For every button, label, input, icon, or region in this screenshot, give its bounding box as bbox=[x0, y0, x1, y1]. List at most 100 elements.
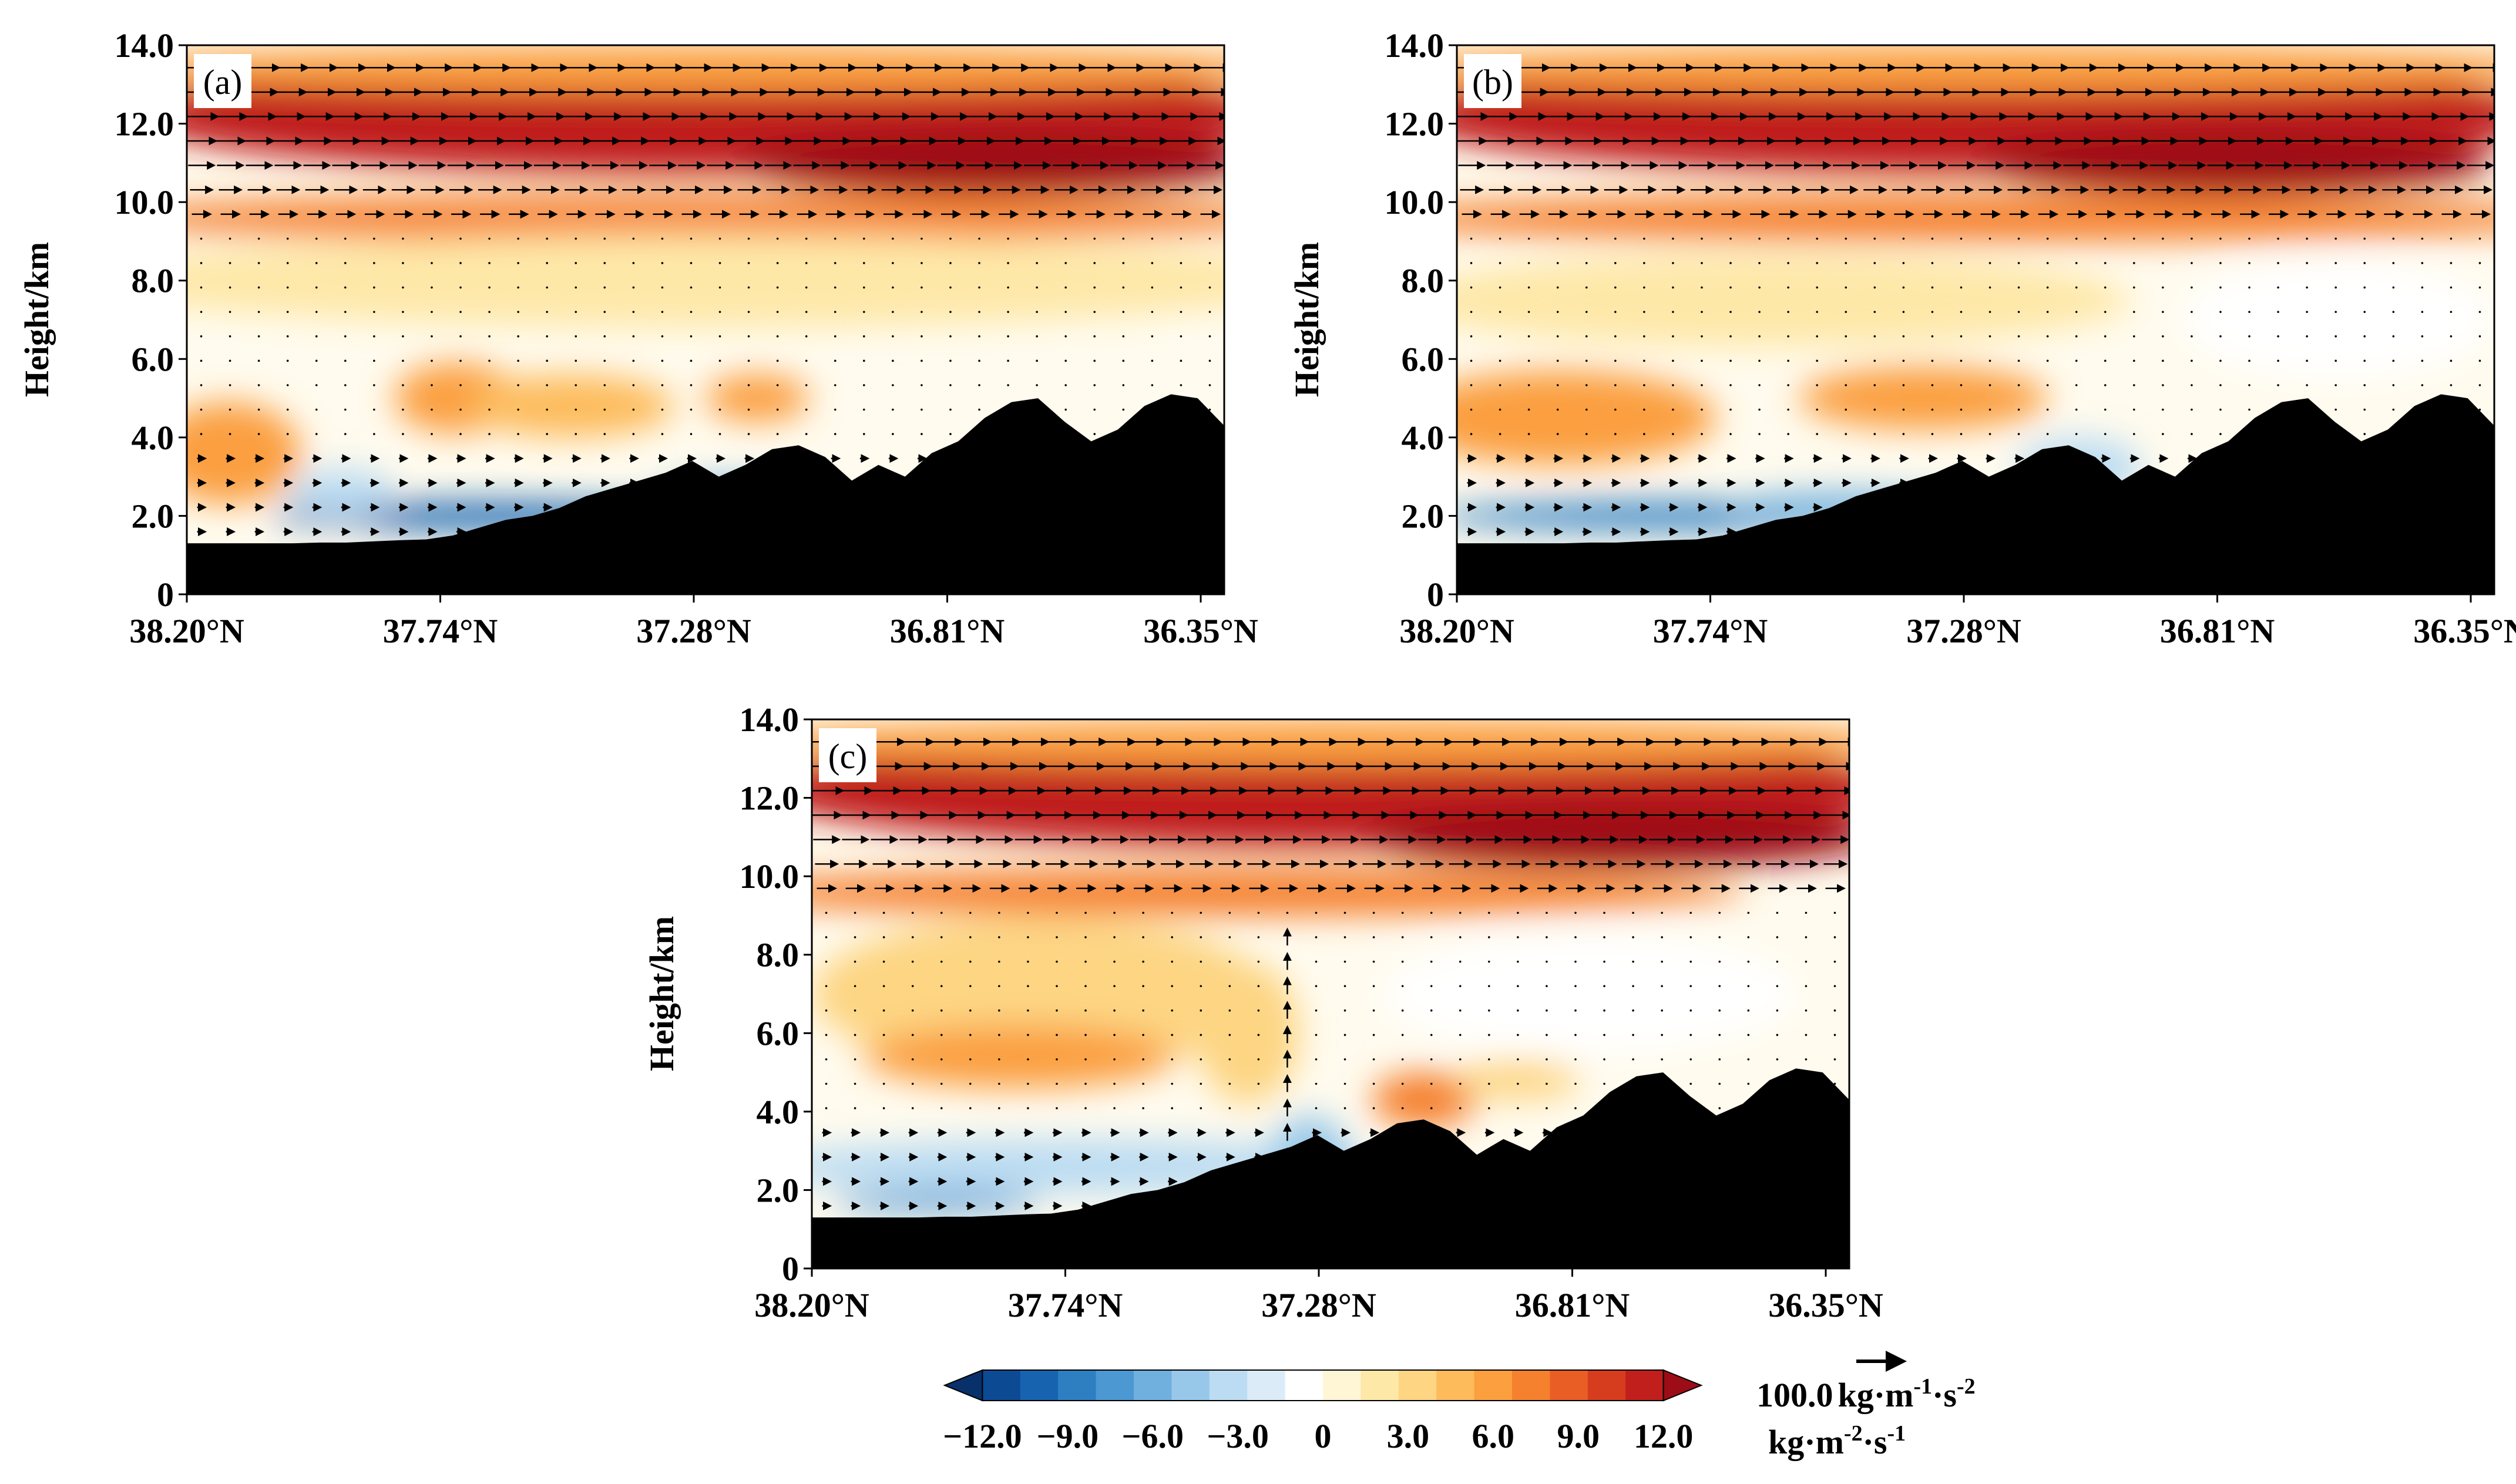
wind-vector bbox=[603, 311, 606, 313]
wind-vector bbox=[1151, 335, 1154, 338]
wind-vector bbox=[1064, 384, 1067, 386]
wind-vector bbox=[1614, 359, 1617, 362]
wind-vector bbox=[2017, 384, 2020, 386]
wind-vector bbox=[863, 335, 865, 338]
wind-vector bbox=[286, 384, 289, 386]
wind-vector bbox=[1758, 433, 1761, 435]
wind-vector bbox=[1064, 311, 1067, 313]
wind-vector bbox=[431, 384, 433, 386]
wind-vector bbox=[911, 985, 914, 987]
wind-vector bbox=[2277, 359, 2279, 362]
field-blob bbox=[812, 868, 1746, 916]
wind-vector bbox=[373, 311, 375, 313]
wind-vector bbox=[1171, 1107, 1173, 1109]
wind-vector bbox=[1585, 335, 1588, 338]
wind-vector bbox=[1603, 1082, 1605, 1085]
terrain bbox=[812, 1068, 1849, 1268]
wind-vector bbox=[1372, 1082, 1375, 1085]
wind-vector bbox=[1672, 262, 1674, 264]
wind-vector bbox=[257, 311, 260, 313]
wind-vector bbox=[949, 359, 952, 362]
y-tick-label: 10.0 bbox=[740, 857, 800, 896]
wind-vector bbox=[632, 408, 635, 411]
wind-vector bbox=[1093, 286, 1096, 289]
wind-vector bbox=[969, 985, 972, 987]
wind-vector bbox=[921, 237, 923, 240]
wind-vector bbox=[488, 384, 491, 386]
wind-vector bbox=[1701, 262, 1703, 264]
wind-vector bbox=[2248, 237, 2250, 240]
wind-vector bbox=[805, 433, 808, 435]
wind-vector bbox=[969, 911, 972, 914]
wind-vector bbox=[1988, 433, 1991, 435]
wind-vector bbox=[1122, 384, 1125, 386]
wind-vector bbox=[1689, 911, 1692, 914]
wind-vector bbox=[1787, 262, 1789, 264]
wind-vector bbox=[2162, 408, 2164, 411]
wind-vector bbox=[229, 335, 231, 338]
wind-vector bbox=[575, 335, 577, 338]
wind-vector bbox=[1084, 1082, 1087, 1085]
wind-vector bbox=[998, 1009, 1000, 1012]
wind-vector bbox=[2017, 433, 2020, 435]
wind-vector bbox=[2248, 335, 2250, 338]
wind-vector bbox=[1585, 311, 1588, 313]
plot-frame bbox=[811, 718, 1850, 1270]
wind-vector bbox=[575, 311, 577, 313]
field-blob bbox=[1372, 1072, 1476, 1128]
y-tick-label: 12.0 bbox=[740, 779, 800, 817]
wind-vector bbox=[854, 911, 856, 914]
wind-vector bbox=[969, 1009, 972, 1012]
wind-vector bbox=[776, 335, 779, 338]
wind-vector bbox=[1228, 985, 1231, 987]
wind-vector bbox=[1151, 237, 1154, 240]
wind-vector bbox=[2450, 335, 2453, 338]
wind-vector bbox=[2478, 262, 2481, 264]
wind-vector bbox=[1027, 960, 1029, 963]
wind-vector bbox=[690, 237, 693, 240]
wind-vector bbox=[1776, 985, 1779, 987]
wind-vector bbox=[805, 335, 808, 338]
field-blob bbox=[812, 719, 1849, 767]
wind-vector bbox=[2334, 237, 2337, 240]
wind-vector bbox=[1527, 311, 1530, 313]
wind-vector bbox=[1372, 936, 1375, 938]
wind-vector bbox=[2219, 359, 2222, 362]
wind-vector bbox=[2046, 408, 2049, 411]
wind-vector bbox=[459, 237, 462, 240]
wind-vector bbox=[632, 237, 635, 240]
wind-vector bbox=[661, 311, 664, 313]
wind-vector bbox=[1805, 960, 1808, 963]
wind-vector bbox=[1718, 1009, 1721, 1012]
wind-vector bbox=[1372, 1034, 1375, 1037]
wind-vector bbox=[1401, 1107, 1404, 1109]
y-tick-label: 14.0 bbox=[115, 26, 174, 65]
wind-vector bbox=[575, 262, 577, 264]
wind-vector bbox=[1142, 1034, 1144, 1037]
wind-vector bbox=[2363, 408, 2366, 411]
wind-vector bbox=[1729, 384, 1732, 386]
wind-vector bbox=[940, 1082, 943, 1085]
wind-vector bbox=[459, 335, 462, 338]
wind-vector bbox=[1142, 911, 1144, 914]
wind-vector bbox=[949, 311, 952, 313]
wind-vector bbox=[1833, 1034, 1836, 1037]
wind-vector bbox=[1142, 1009, 1144, 1012]
wind-vector bbox=[1776, 960, 1779, 963]
wind-vector bbox=[1122, 359, 1125, 362]
wind-vector bbox=[661, 237, 664, 240]
field-2 bbox=[812, 719, 1849, 1268]
wind-vector bbox=[1960, 408, 1963, 411]
wind-vector bbox=[949, 433, 952, 435]
y-tick-label: 8.0 bbox=[1402, 262, 1445, 300]
wind-vector bbox=[718, 335, 721, 338]
wind-vector bbox=[2104, 286, 2107, 289]
wind-vector bbox=[1833, 936, 1836, 938]
wind-vector bbox=[1093, 262, 1096, 264]
wind-vector bbox=[2363, 335, 2366, 338]
wind-vector bbox=[1747, 1058, 1750, 1061]
wind-vector bbox=[373, 237, 375, 240]
wind-vector bbox=[1007, 335, 1009, 338]
plot-frame bbox=[1456, 44, 2495, 595]
